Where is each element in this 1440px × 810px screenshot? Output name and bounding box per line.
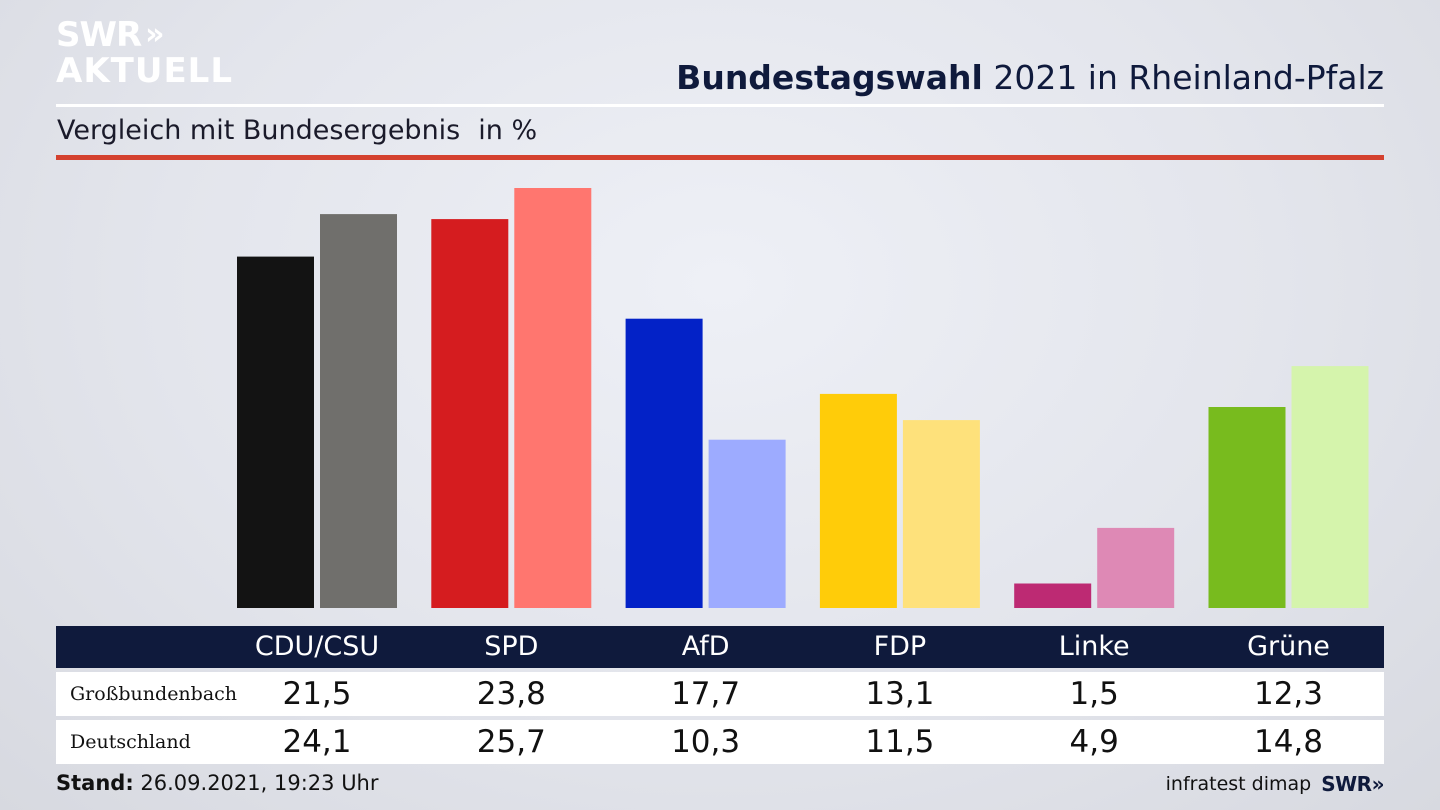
category-label-cdu-csu: CDU/CSU [254,631,380,662]
value-label-afd-local: 17,7 [671,676,741,712]
bar-afd-local [625,318,703,608]
logo-chevron-icon: » [145,17,165,52]
logo-aktuell-text: AKTUELL [56,51,234,91]
value-label-afd-national: 10,3 [671,724,741,760]
table-row-local: Großbundenbach 21,5 23,8 17,7 13,1 1,5 12,3 [56,672,1384,716]
row-label-national: Deutschland [70,731,191,753]
bar-fdp-local [819,393,897,608]
header-divider [56,104,1384,107]
value-label-spd-local: 23,8 [476,676,546,712]
value-label-fdp-national: 11,5 [865,724,935,760]
bar-gr-ne-local [1208,407,1286,608]
value-label-fdp-local: 13,1 [865,676,935,712]
swr-aktuell-logo: SWR» AKTUELL [56,18,233,88]
category-label-gr-ne: Grüne [1247,631,1330,662]
bar-chart [237,188,1369,608]
category-label-afd: AfD [681,631,730,662]
value-label-linke-national: 4,9 [1069,724,1119,760]
table-header: CDU/CSU SPD AfD FDP Linke Grüne [56,626,1384,668]
value-label-cdu-csu-local: 21,5 [282,676,352,712]
chart-subtitle: Vergleich mit Bundesergebnis in % [57,115,537,146]
bar-linke-local [1014,583,1092,608]
results-table: CDU/CSU SPD AfD FDP Linke Grüne Großbundenbac… [56,626,1384,764]
bar-gr-ne-national [1291,366,1369,608]
bar-fdp-national [902,420,980,608]
source-text: infratest dimap [1165,773,1312,795]
page-title: Bundestagswahl 2021 in Rheinland-Pfalz [676,58,1384,97]
timestamp: Stand: 26.09.2021, 19:23 Uhr [56,771,379,795]
accent-divider [56,155,1384,160]
stand-value: 26.09.2021, 19:23 Uhr [140,771,379,795]
swr-small-logo: SWR» [1321,772,1384,796]
subtitle-text: Vergleich mit Bundesergebnis [57,115,461,146]
title-bold: Bundestagswahl [676,58,983,97]
bar-linke-national [1097,527,1175,608]
value-label-gr-ne-local: 12,3 [1253,676,1324,712]
bar-afd-national [708,439,786,608]
value-label-spd-national: 25,7 [476,724,546,760]
category-label-fdp: FDP [873,631,927,662]
stand-label: Stand: [56,771,134,795]
title-rest: 2021 in Rheinland-Pfalz [993,58,1384,97]
value-label-linke-local: 1,5 [1069,676,1119,712]
table-row-national: Deutschland 24,1 25,7 10,3 11,5 4,9 14,8 [56,720,1384,764]
bar-spd-national [514,188,592,608]
value-label-gr-ne-national: 14,8 [1253,724,1324,760]
category-label-linke: Linke [1058,631,1130,662]
bar-cdu-csu-national [320,214,397,608]
row-label-local: Großbundenbach [70,683,238,705]
bar-spd-local [431,219,509,608]
unit-label: in % [478,115,538,146]
logo-swr-text: SWR [56,15,142,55]
source-credit: infratest dimap SWR» [1165,772,1385,796]
category-label-spd: SPD [484,631,539,662]
bar-cdu-csu-local [237,256,314,608]
value-label-cdu-csu-national: 24,1 [282,724,352,760]
